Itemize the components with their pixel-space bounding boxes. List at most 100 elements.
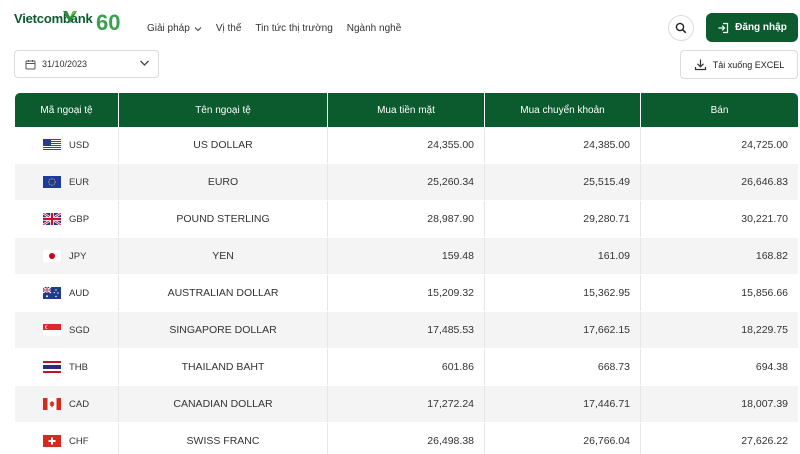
brand-leaf-icon bbox=[63, 11, 77, 23]
transfer-buy-rate: 668.73 bbox=[485, 349, 641, 385]
anniversary-60-icon: 60 bbox=[96, 10, 120, 35]
sell-rate: 24,725.00 bbox=[741, 139, 788, 151]
chevron-down-icon bbox=[140, 60, 149, 66]
flag-us-icon bbox=[43, 139, 61, 151]
flag-au-icon bbox=[43, 287, 61, 299]
flag-jp-icon bbox=[43, 250, 61, 262]
nav-item-label: Vị thế bbox=[215, 23, 242, 34]
table-row-gbp: GBP POUND STERLING 28,987.90 29,280.71 3… bbox=[15, 201, 798, 238]
date-value: 31/10/2023 bbox=[42, 59, 88, 69]
cash-buy-rate: 28,987.90 bbox=[328, 201, 485, 237]
nav-item-label: Ngành nghề bbox=[346, 23, 402, 34]
currency-code: AUD bbox=[69, 287, 90, 299]
download-excel-button[interactable]: Tải xuống EXCEL bbox=[680, 50, 798, 79]
sell-rate: 168.82 bbox=[755, 250, 788, 262]
brand-name: Vietcombank bbox=[14, 11, 93, 26]
currency-name: YEN bbox=[119, 238, 328, 274]
exchange-rate-table: Mã ngoại tệ Tên ngoại tệ Mua tiền mặt Mu… bbox=[15, 93, 798, 454]
currency-code-cell: CHF bbox=[15, 423, 119, 454]
currency-code: EUR bbox=[69, 176, 90, 188]
currency-name: AUSTRALIAN DOLLAR bbox=[119, 275, 328, 311]
table-row-sgd: SGD SINGAPORE DOLLAR 17,485.53 17,662.15… bbox=[15, 312, 798, 349]
date-picker[interactable]: 31/10/2023 bbox=[14, 50, 159, 78]
main-nav: Giải pháp Vị thế Tin tức thị trường Ngàn… bbox=[147, 23, 401, 34]
transfer-buy-rate: 17,662.15 bbox=[485, 312, 641, 348]
transfer-buy-rate: 161.09 bbox=[485, 238, 641, 274]
table-row-aud: AUD AUSTRALIAN DOLLAR 15,209.32 15,362.9… bbox=[15, 275, 798, 312]
vietcombank-logo[interactable]: Vietcombank bbox=[14, 11, 93, 26]
currency-code-cell: GBP bbox=[15, 201, 119, 237]
transfer-buy-rate: 24,385.00 bbox=[485, 127, 641, 163]
download-icon bbox=[694, 59, 706, 71]
table-row-thb: THB THAILAND BAHT 601.86 668.73 694.38 bbox=[15, 349, 798, 386]
sell-rate: 26,646.83 bbox=[741, 176, 788, 188]
flag-eu-icon bbox=[43, 176, 61, 188]
nav-item-vi-the[interactable]: Vị thế bbox=[216, 23, 242, 34]
flag-gb-icon bbox=[43, 213, 61, 225]
chevron-down-icon bbox=[194, 26, 202, 31]
login-button[interactable]: Đăng nhập bbox=[706, 13, 798, 42]
currency-code-cell: EUR bbox=[15, 164, 119, 200]
top-header: Vietcombank 60 Giải pháp Vị thế Tin tức … bbox=[0, 0, 800, 50]
sell-rate: 18,229.75 bbox=[741, 324, 788, 336]
currency-code: JPY bbox=[69, 250, 87, 262]
cash-buy-rate: 159.48 bbox=[328, 238, 485, 274]
search-button[interactable] bbox=[668, 15, 694, 41]
currency-name: SINGAPORE DOLLAR bbox=[119, 312, 328, 348]
currency-code: CHF bbox=[69, 435, 89, 447]
download-label: Tải xuống EXCEL bbox=[712, 59, 785, 70]
column-header-sell: Bán bbox=[710, 104, 729, 116]
table-row-jpy: JPY YEN 159.48 161.09 168.82 bbox=[15, 238, 798, 275]
cash-buy-rate: 25,260.34 bbox=[328, 164, 485, 200]
table-body: USD US DOLLAR 24,355.00 24,385.00 24,725… bbox=[15, 127, 798, 454]
transfer-buy-rate: 29,280.71 bbox=[485, 201, 641, 237]
nav-item-label: Tin tức thị trường bbox=[255, 23, 333, 34]
currency-code-cell: SGD bbox=[15, 312, 119, 348]
currency-code: GBP bbox=[69, 213, 90, 225]
nav-item-giai-phap[interactable]: Giải pháp bbox=[147, 23, 202, 34]
transfer-buy-rate: 15,362.95 bbox=[485, 275, 641, 311]
currency-name: POUND STERLING bbox=[119, 201, 328, 237]
currency-code: SGD bbox=[69, 324, 90, 336]
currency-name: THAILAND BAHT bbox=[119, 349, 328, 385]
column-header-transfer-buy: Mua chuyển khoản bbox=[485, 93, 641, 127]
flag-sg-icon bbox=[43, 324, 61, 336]
cash-buy-rate: 24,355.00 bbox=[328, 127, 485, 163]
table-row-eur: EUR EURO 25,260.34 25,515.49 26,646.83 bbox=[15, 164, 798, 201]
currency-code-cell: AUD bbox=[15, 275, 119, 311]
table-row-cad: CAD CANADIAN DOLLAR 17,272.24 17,446.71 … bbox=[15, 386, 798, 423]
transfer-buy-rate: 17,446.71 bbox=[485, 386, 641, 422]
login-label: Đăng nhập bbox=[735, 22, 787, 33]
column-header-cash-buy: Mua tiền mặt bbox=[328, 93, 485, 127]
currency-code-cell: THB bbox=[15, 349, 119, 385]
column-header-code: Mã ngoại tệ bbox=[15, 93, 119, 127]
currency-code-cell: USD bbox=[15, 127, 119, 163]
sell-rate: 694.38 bbox=[755, 361, 788, 373]
sell-rate: 18,007.39 bbox=[741, 398, 788, 410]
table-row-usd: USD US DOLLAR 24,355.00 24,385.00 24,725… bbox=[15, 127, 798, 164]
nav-item-tin-tuc-thi-truong[interactable]: Tin tức thị trường bbox=[255, 23, 332, 34]
search-icon bbox=[675, 22, 687, 34]
nav-item-nganh-nghe[interactable]: Ngành nghề bbox=[347, 23, 402, 34]
flag-th-icon bbox=[43, 361, 61, 373]
svg-text:60: 60 bbox=[96, 10, 120, 34]
flag-ca-icon bbox=[43, 398, 61, 410]
currency-name: SWISS FRANC bbox=[119, 423, 328, 454]
sell-rate: 30,221.70 bbox=[741, 213, 788, 225]
currency-name: EURO bbox=[119, 164, 328, 200]
table-row-chf: CHF SWISS FRANC 26,498.38 26,766.04 27,6… bbox=[15, 423, 798, 454]
login-icon bbox=[718, 22, 729, 33]
sell-rate: 27,626.22 bbox=[741, 435, 788, 447]
nav-item-label: Giải pháp bbox=[147, 23, 190, 34]
currency-code: THB bbox=[69, 361, 88, 373]
cash-buy-rate: 26,498.38 bbox=[328, 423, 485, 454]
cash-buy-rate: 601.86 bbox=[328, 349, 485, 385]
cash-buy-rate: 15,209.32 bbox=[328, 275, 485, 311]
transfer-buy-rate: 26,766.04 bbox=[485, 423, 641, 454]
table-header: Mã ngoại tệ Tên ngoại tệ Mua tiền mặt Mu… bbox=[15, 93, 798, 127]
column-header-name: Tên ngoại tệ bbox=[119, 93, 328, 127]
transfer-buy-rate: 25,515.49 bbox=[485, 164, 641, 200]
calendar-icon bbox=[25, 59, 36, 69]
currency-code: CAD bbox=[69, 398, 90, 410]
flag-ch-icon bbox=[43, 435, 61, 447]
